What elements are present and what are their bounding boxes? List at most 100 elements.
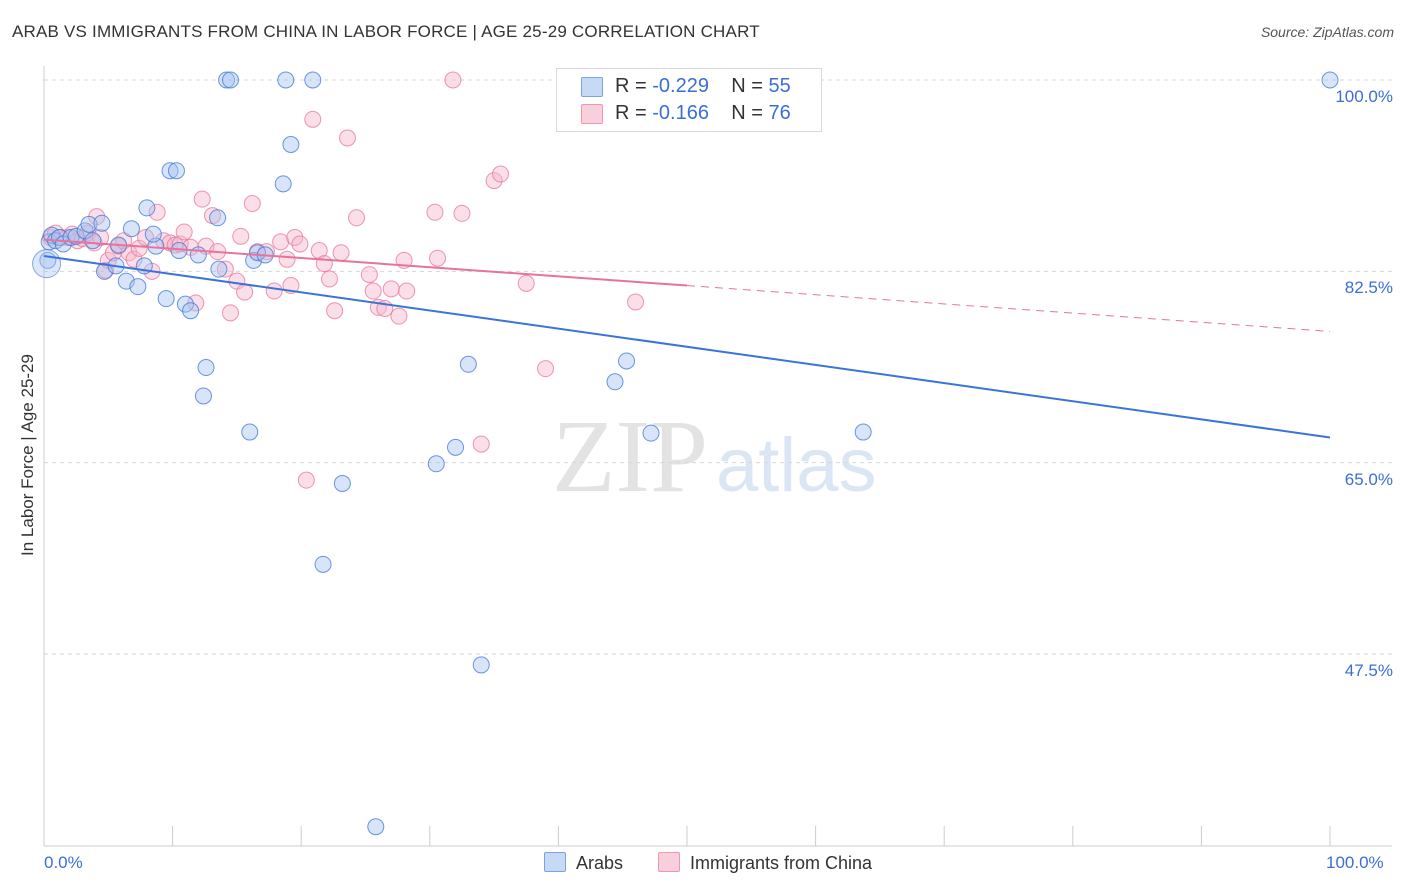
point-china bbox=[297, 471, 315, 489]
point-china bbox=[232, 227, 250, 245]
point-arabs bbox=[218, 71, 236, 89]
x-tick-label-max: 100.0% bbox=[1326, 853, 1384, 872]
point-china bbox=[360, 266, 378, 284]
point-china bbox=[236, 283, 254, 301]
trend-lines bbox=[43, 238, 1331, 439]
point-china bbox=[429, 249, 447, 267]
axes bbox=[43, 66, 1392, 847]
point-china bbox=[472, 435, 490, 453]
watermark: ZIP atlas bbox=[552, 399, 877, 514]
point-arabs bbox=[84, 232, 102, 250]
point-arabs bbox=[274, 175, 292, 193]
point-china bbox=[175, 223, 193, 241]
legend-r-label: R = bbox=[615, 75, 653, 97]
point-arabs bbox=[314, 555, 332, 573]
point-arabs bbox=[854, 423, 872, 441]
point-china bbox=[453, 204, 471, 222]
y-axis-label: In Labor Force | Age 25-29 bbox=[18, 354, 37, 556]
point-arabs bbox=[304, 71, 322, 89]
point-arabs bbox=[210, 260, 228, 278]
point-arabs bbox=[282, 136, 300, 154]
bottom-legend-arabs: Arabs bbox=[544, 852, 623, 876]
bottom-legend-label-china: Immigrants from China bbox=[690, 853, 873, 873]
legend-n-label: N = bbox=[731, 75, 769, 97]
point-china bbox=[347, 209, 365, 227]
point-arabs bbox=[167, 162, 185, 180]
trend-line-china-extension bbox=[686, 285, 1331, 332]
point-china bbox=[338, 129, 356, 147]
point-china bbox=[332, 244, 350, 262]
point-china bbox=[382, 280, 400, 298]
point-china bbox=[243, 195, 261, 213]
legend-swatch-arabs bbox=[581, 77, 603, 97]
point-arabs bbox=[209, 209, 227, 227]
point-arabs-cluster bbox=[32, 249, 62, 279]
point-arabs bbox=[367, 818, 385, 836]
point-china bbox=[193, 190, 211, 208]
y-tick-label: 82.5% bbox=[1344, 278, 1393, 298]
point-china bbox=[320, 270, 338, 288]
point-arabs bbox=[642, 424, 660, 442]
point-arabs bbox=[472, 656, 490, 674]
bottom-legend-china: Immigrants from China bbox=[658, 852, 872, 876]
point-arabs bbox=[277, 71, 295, 89]
legend-r-value-arabs: -0.229 bbox=[652, 75, 709, 97]
point-china bbox=[304, 110, 322, 128]
point-arabs bbox=[606, 373, 624, 391]
x-tick-label-min: 0.0% bbox=[44, 853, 83, 872]
point-china bbox=[291, 235, 309, 253]
point-arabs bbox=[67, 227, 85, 245]
point-china bbox=[485, 172, 503, 190]
point-china bbox=[492, 165, 510, 183]
source-label: Source: ZipAtlas.com bbox=[1260, 24, 1394, 40]
y-tick-label: 100.0% bbox=[1335, 87, 1393, 106]
point-arabs bbox=[182, 302, 200, 320]
point-china bbox=[216, 260, 234, 278]
point-china bbox=[326, 302, 344, 320]
point-china bbox=[130, 239, 148, 257]
watermark-zip: ZIP bbox=[552, 399, 708, 514]
point-china bbox=[364, 282, 382, 300]
point-china bbox=[148, 203, 166, 221]
legend-n-label: N = bbox=[731, 102, 769, 124]
bottom-legend-swatch-arabs bbox=[544, 852, 566, 872]
legend-swatch-china bbox=[581, 104, 603, 124]
point-arabs bbox=[194, 387, 212, 405]
watermark-atlas: atlas bbox=[716, 423, 877, 508]
point-china bbox=[272, 233, 290, 251]
point-arabs bbox=[129, 278, 147, 296]
point-arabs bbox=[138, 199, 156, 217]
point-china bbox=[125, 250, 143, 268]
point-arabs bbox=[122, 220, 140, 238]
bottom-legend-label-arabs: Arabs bbox=[576, 853, 624, 873]
legend-r-label: R = bbox=[615, 102, 653, 124]
correlation-legend: R = -0.229 N = 55 R = -0.166 N = 76 bbox=[556, 68, 822, 132]
point-arabs bbox=[241, 423, 259, 441]
point-arabs bbox=[618, 352, 636, 370]
point-arabs bbox=[157, 290, 175, 308]
point-china bbox=[517, 274, 535, 292]
y-tick-label: 47.5% bbox=[1344, 661, 1393, 680]
y-tick-label: 65.0% bbox=[1344, 469, 1393, 489]
point-china bbox=[398, 282, 416, 300]
point-arabs bbox=[161, 162, 179, 180]
trend-line-china bbox=[43, 238, 688, 287]
point-arabs bbox=[333, 474, 351, 492]
point-china bbox=[221, 304, 239, 322]
point-china bbox=[315, 255, 333, 273]
gridlines bbox=[44, 79, 1392, 655]
point-arabs bbox=[80, 215, 98, 233]
point-arabs bbox=[93, 214, 111, 232]
point-china bbox=[537, 360, 555, 378]
point-arabs bbox=[1321, 71, 1339, 89]
bottom-legend-swatch-china bbox=[658, 852, 680, 872]
point-arabs bbox=[447, 438, 465, 456]
trend-line-arabs bbox=[43, 255, 1331, 439]
chart-title: ARAB VS IMMIGRANTS FROM CHINA IN LABOR F… bbox=[12, 22, 760, 41]
point-china bbox=[444, 71, 462, 89]
point-arabs bbox=[459, 355, 477, 373]
point-arabs bbox=[221, 71, 239, 89]
point-arabs bbox=[144, 225, 162, 243]
point-china bbox=[426, 203, 444, 221]
